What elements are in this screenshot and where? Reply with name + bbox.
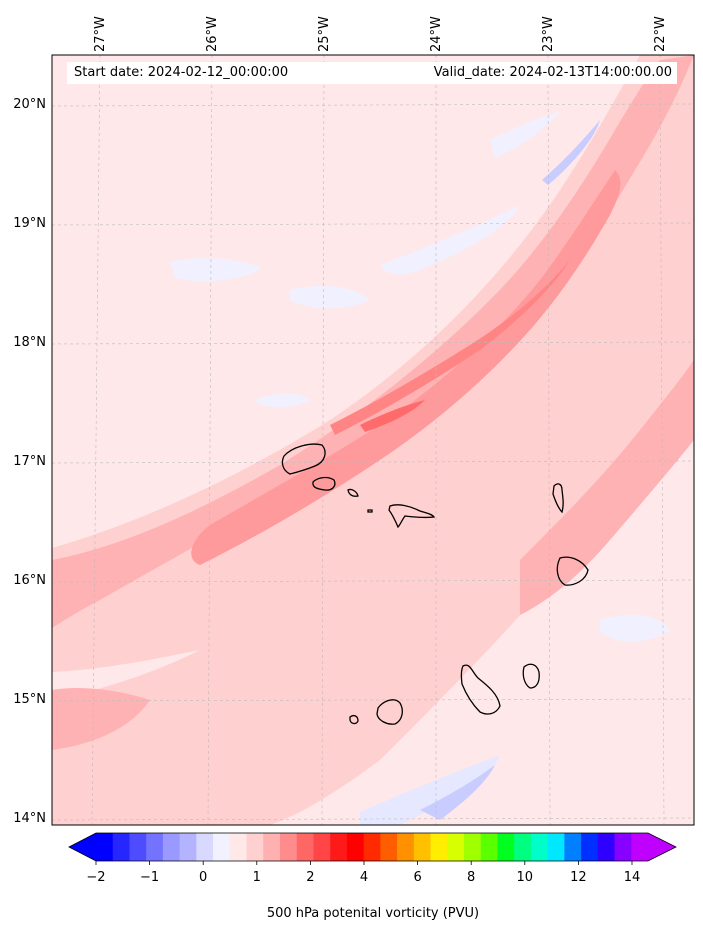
colorbar-segment <box>313 833 331 861</box>
pv-field <box>52 55 694 825</box>
colorbar-segment <box>564 833 582 861</box>
pv-band-high <box>360 400 425 432</box>
colorbar-segment <box>296 833 314 861</box>
island-santiago <box>460 664 501 715</box>
lat-label-14n: 14°N <box>13 811 46 826</box>
pv-band-low <box>520 360 694 615</box>
colorbar-tick: 12 <box>570 870 587 885</box>
colorbar-segment <box>263 833 281 861</box>
lat-label-19n: 19°N <box>13 216 46 231</box>
lat-label-15n: 15°N <box>13 692 46 707</box>
colorbar-segment <box>597 833 616 861</box>
colorbar-segment <box>112 833 130 861</box>
lat-label-16n: 16°N <box>13 573 46 588</box>
colorbar-segment <box>96 833 114 861</box>
colorbar-segment <box>213 833 231 861</box>
pv-negative-patch <box>360 755 500 825</box>
header-box <box>67 62 677 84</box>
pv-negative-patch <box>170 258 262 282</box>
island-boa-vista <box>556 556 589 586</box>
lon-label-26w: 26°W <box>205 16 220 52</box>
map-frame <box>51 54 695 826</box>
colorbar-segment <box>330 833 348 861</box>
colorbar-extend-min <box>69 833 96 861</box>
colorbar-extend-max <box>648 833 676 861</box>
colorbar-tick: 14 <box>623 870 641 885</box>
pv-negative-patch <box>600 614 670 642</box>
pv-band-high <box>330 260 570 435</box>
pv-negative-patch <box>490 112 560 158</box>
pv-negative-patch <box>420 765 495 820</box>
pv-negative-patch <box>542 120 600 185</box>
colorbar-segment <box>430 833 448 861</box>
pv-negative-patch <box>290 285 370 309</box>
valid-date-label: Valid_date: 2024-02-13T14:00:00.00 <box>433 65 672 80</box>
colorbar-tick: −1 <box>140 870 160 885</box>
lat-label-20n: 20°N <box>13 97 46 112</box>
colorbar-segment <box>464 833 482 861</box>
lon-label-22w: 22°W <box>653 16 668 52</box>
colorbar-tick: 8 <box>467 870 476 885</box>
colorbar-segment <box>196 833 214 861</box>
island-fogo <box>376 699 403 725</box>
colorbar-label: 500 hPa potenital vorticity (PVU) <box>266 906 480 921</box>
coastlines <box>281 443 589 725</box>
lon-label-25w: 25°W <box>317 16 332 52</box>
island-santo-antao <box>281 443 326 475</box>
island-santa-luzia <box>347 488 359 497</box>
start-date-label: Start date: 2024-02-12_00:00:00 <box>74 65 289 80</box>
lon-label-24w: 24°W <box>429 16 444 52</box>
colorbar <box>68 832 677 865</box>
colorbar-tick: 2 <box>306 870 315 885</box>
colorbar-segment <box>581 833 599 861</box>
colorbar-tick: −2 <box>86 870 106 885</box>
colorbar-tick: 4 <box>359 870 369 885</box>
colorbar-segment <box>380 833 398 861</box>
colorbar-segment <box>179 833 197 861</box>
colorbar-segment <box>162 833 181 861</box>
lat-label-18n: 18°N <box>13 335 46 350</box>
colorbar-segment <box>497 833 515 861</box>
colorbar-tick: 0 <box>199 870 208 885</box>
lat-label-17n: 17°N <box>13 454 46 469</box>
colorbar-tick: 10 <box>516 870 534 885</box>
island-maio <box>522 663 540 689</box>
colorbar-segment <box>614 833 632 861</box>
colorbar-segment <box>397 833 415 861</box>
colorbar-segment <box>346 833 365 861</box>
lon-label-23w: 23°W <box>541 16 556 52</box>
colorbar-segment <box>363 833 381 861</box>
colorbar-tick: 6 <box>413 870 422 885</box>
colorbar-segment <box>280 833 298 861</box>
pv-band-low <box>52 688 150 750</box>
island-sao-nicolau <box>388 504 436 529</box>
colorbar-segment <box>246 833 264 861</box>
island-sao-vicente <box>312 476 336 491</box>
colorbar-segment <box>129 833 147 861</box>
gridlines <box>51 54 695 826</box>
colorbar-segment <box>229 833 248 861</box>
colorbar-segment <box>447 833 465 861</box>
lon-label-27w: 27°W <box>93 16 108 52</box>
colorbar-tick: 1 <box>252 870 261 885</box>
colorbar-segment <box>480 833 498 861</box>
colorbar-segment <box>514 833 532 861</box>
pv-band-mid <box>52 55 694 628</box>
colorbar-segment <box>413 833 432 861</box>
pv-band-high <box>191 170 621 565</box>
island-brava <box>349 714 359 725</box>
colorbar-segment <box>631 833 649 861</box>
island-sal <box>552 483 564 514</box>
pv-negative-patch <box>380 205 520 275</box>
colorbar-segment <box>530 833 549 861</box>
pv-negative-patch <box>255 393 310 408</box>
colorbar-segment <box>547 833 565 861</box>
colorbar-segment <box>146 833 164 861</box>
island-ilheu <box>367 509 373 513</box>
